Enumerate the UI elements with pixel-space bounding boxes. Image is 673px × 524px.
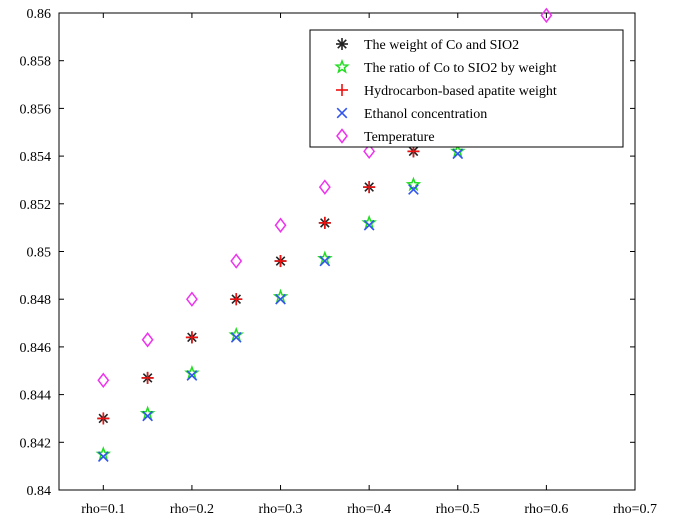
- legend-box: [309, 29, 624, 148]
- y-tick-label: 0.856: [20, 102, 52, 117]
- y-tick-label: 0.85: [27, 246, 52, 261]
- legend-label: Ethanol concentration: [364, 107, 487, 122]
- legend-marker: [336, 84, 348, 96]
- data-point: [141, 332, 154, 348]
- legend-marker: [336, 128, 348, 144]
- data-point: [230, 331, 242, 343]
- data-point: [274, 255, 287, 268]
- y-axis: 0.84 0.842 0.844 0.846 0.848 0.85 0.852 0.854 0.…: [20, 7, 635, 499]
- data-point: [274, 217, 287, 233]
- x-tick-label: rho=0.5: [436, 502, 480, 517]
- y-tick-label: 0.86: [27, 7, 52, 22]
- y-tick-label: 0.846: [20, 341, 52, 356]
- legend-marker: [336, 38, 348, 50]
- x-tick-label: rho=0.7: [613, 502, 657, 517]
- data-point: [363, 143, 376, 160]
- data-points: [95, 7, 553, 462]
- y-tick-label: 0.852: [20, 198, 52, 213]
- legend-marker: [334, 58, 350, 74]
- data-point: [318, 216, 331, 229]
- y-tick-label: 0.854: [20, 150, 52, 165]
- data-point: [185, 331, 198, 344]
- data-point: [318, 179, 331, 195]
- legend-label: Hydrocarbon-based apatite weight: [364, 84, 557, 99]
- y-tick-label: 0.848: [20, 293, 52, 308]
- data-point: [141, 371, 154, 384]
- y-tick-label: 0.844: [20, 389, 52, 404]
- y-tick-label: 0.842: [20, 436, 52, 451]
- legend: The weight of Co and SIO2 The ratio of Co…: [309, 29, 624, 148]
- x-tick-label: rho=0.2: [170, 502, 214, 517]
- x-axis: rho=0.1 rho=0.2 rho=0.3 rho=0.4 rho=0.5 rho=0…: [81, 13, 657, 517]
- x-tick-label: rho=0.3: [259, 502, 303, 517]
- y-tick-label: 0.858: [20, 55, 52, 70]
- data-point: [540, 7, 553, 24]
- data-point: [363, 181, 376, 194]
- x-tick-label: rho=0.6: [524, 502, 568, 517]
- y-tick-label: 0.84: [27, 484, 52, 499]
- data-point: [319, 255, 331, 267]
- x-tick-label: rho=0.4: [347, 502, 391, 517]
- data-point: [97, 412, 110, 425]
- x-tick-label: rho=0.1: [81, 502, 125, 517]
- data-point: [363, 219, 375, 231]
- data-point: [230, 253, 243, 269]
- legend-label: Temperature: [364, 130, 435, 145]
- data-point: [97, 451, 109, 462]
- data-point: [142, 410, 153, 422]
- data-point: [186, 370, 198, 381]
- legend-label: The ratio of Co to SIO2 by weight: [364, 61, 557, 76]
- data-point: [405, 176, 422, 192]
- data-point: [185, 291, 198, 307]
- data-point: [275, 293, 286, 305]
- data-point: [452, 148, 464, 160]
- data-point: [230, 293, 243, 306]
- legend-label: The weight of Co and SIO2: [364, 38, 519, 53]
- data-point: [97, 372, 110, 389]
- data-point: [408, 184, 419, 195]
- legend-marker: [336, 107, 348, 119]
